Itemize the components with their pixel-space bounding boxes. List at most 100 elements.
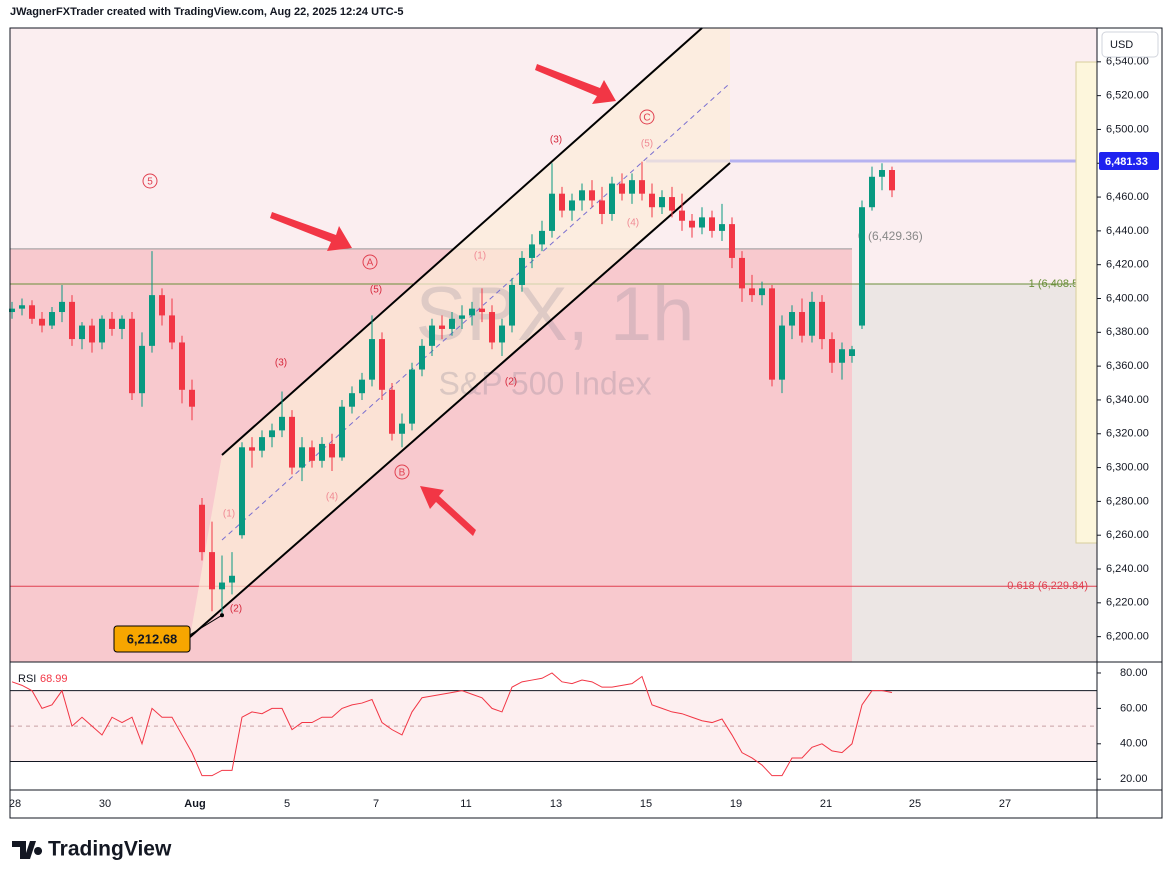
channel-upper xyxy=(221,27,703,456)
candle-body xyxy=(19,305,25,309)
low-tag xyxy=(113,625,191,653)
x-tick-label: 11 xyxy=(460,798,471,810)
wave-label: A xyxy=(367,258,374,269)
candle-body xyxy=(839,349,845,363)
arrow xyxy=(420,486,476,536)
candle-body xyxy=(699,217,705,228)
candle-body xyxy=(869,176,875,208)
y-tick-label: 6,380.00 xyxy=(1106,326,1149,338)
candle-body xyxy=(299,447,305,468)
header: JWagnerFXTrader created with TradingView… xyxy=(10,6,403,18)
price-axis xyxy=(1097,28,1162,818)
y-tick-label: 6,360.00 xyxy=(1106,360,1149,372)
candle-body xyxy=(829,339,835,363)
candle-body xyxy=(749,288,755,296)
candle-body xyxy=(709,217,715,231)
candle-body xyxy=(129,318,135,394)
candle-body xyxy=(629,180,635,194)
candle-body xyxy=(349,393,355,407)
x-tick-label: 30 xyxy=(99,798,111,810)
x-tick-label: Aug xyxy=(184,798,205,810)
candle-body xyxy=(239,447,245,536)
candle-body xyxy=(479,308,485,313)
candle-body xyxy=(249,447,255,451)
candle-body xyxy=(689,220,695,228)
candle-body xyxy=(799,312,805,336)
logo-mark xyxy=(12,841,43,859)
candle-body xyxy=(579,190,585,201)
candle-body xyxy=(769,288,775,380)
target-box xyxy=(1075,61,1098,544)
candle-body xyxy=(199,504,205,553)
candle-body xyxy=(329,443,335,458)
candle-body xyxy=(509,284,515,326)
candle-body xyxy=(849,349,855,356)
wave-label: (3) xyxy=(550,135,562,146)
candle-body xyxy=(59,301,65,313)
channel-mid xyxy=(221,84,729,541)
y-tick-label: 6,420.00 xyxy=(1106,259,1149,271)
candle-body xyxy=(179,342,185,390)
candle-body xyxy=(189,389,195,407)
wave-circle xyxy=(394,464,410,480)
x-tick-label: 21 xyxy=(820,798,832,810)
x-tick-label: 15 xyxy=(640,798,652,810)
fib-label: 1 (6,408.59) xyxy=(1029,278,1088,290)
candle-body xyxy=(9,308,15,313)
plot: 0 (6,429.36) 1 (6,408.59) 0.618 (6,229.84)… xyxy=(9,109,1088,653)
candle-body xyxy=(649,193,655,208)
wave-circle xyxy=(362,254,378,270)
candle-body xyxy=(669,197,675,211)
y-tick-label: 6,220.00 xyxy=(1106,597,1149,609)
candle-body xyxy=(739,257,745,289)
y-tick-label: 6,460.00 xyxy=(1106,191,1149,203)
candle-body xyxy=(409,369,415,424)
candle-body xyxy=(779,325,785,380)
candle-body xyxy=(679,210,685,221)
logo: TradingView xyxy=(12,838,172,861)
currency: USD xyxy=(1110,39,1133,51)
candle-body xyxy=(559,193,565,211)
wave-circle xyxy=(639,109,655,125)
candle-body xyxy=(539,230,545,245)
wave-label: (2) xyxy=(505,377,517,388)
low-dot xyxy=(220,613,224,618)
candle-body xyxy=(269,430,275,438)
candle-body xyxy=(39,318,45,326)
y-tick-label: 6,540.00 xyxy=(1106,56,1149,68)
y-tick-label: 6,500.00 xyxy=(1106,123,1149,135)
x-tick-label: 7 xyxy=(373,798,379,810)
rsi-tick-label: 20.00 xyxy=(1120,773,1148,785)
candle-body xyxy=(309,447,315,461)
candle-body xyxy=(489,312,495,343)
arrow xyxy=(535,64,616,104)
y-tick-label: 6,440.00 xyxy=(1106,225,1149,237)
y-tick-label: 6,260.00 xyxy=(1106,529,1149,541)
candle-body xyxy=(469,308,475,316)
rsi-value: 68.99 xyxy=(40,673,68,685)
candle-body xyxy=(379,339,385,390)
candle-body xyxy=(219,582,225,590)
candle-body xyxy=(819,301,825,340)
candle-body xyxy=(609,183,615,214)
candle-body xyxy=(549,193,555,231)
candle-body xyxy=(459,315,465,319)
candle-body xyxy=(289,416,295,468)
candle-body xyxy=(569,200,575,211)
candle-body xyxy=(429,325,435,346)
candle-body xyxy=(499,325,505,343)
rsi-tick-label: 80.00 xyxy=(1120,667,1148,679)
y-tick-label: 6,320.00 xyxy=(1106,428,1149,440)
wave-label: (4) xyxy=(627,218,639,229)
x-tick-label: 5 xyxy=(284,798,290,810)
x-tick-label: 27 xyxy=(999,798,1011,810)
candle-body xyxy=(529,244,535,258)
currency-box xyxy=(1101,31,1159,58)
candle-body xyxy=(319,443,325,461)
candle-body xyxy=(439,325,445,329)
last-price-label: 6,481.33 xyxy=(1105,156,1148,168)
logo-text: TradingView xyxy=(48,838,172,861)
wave-label: C xyxy=(643,113,650,124)
watermark-name: S&P 500 Index xyxy=(439,365,652,401)
